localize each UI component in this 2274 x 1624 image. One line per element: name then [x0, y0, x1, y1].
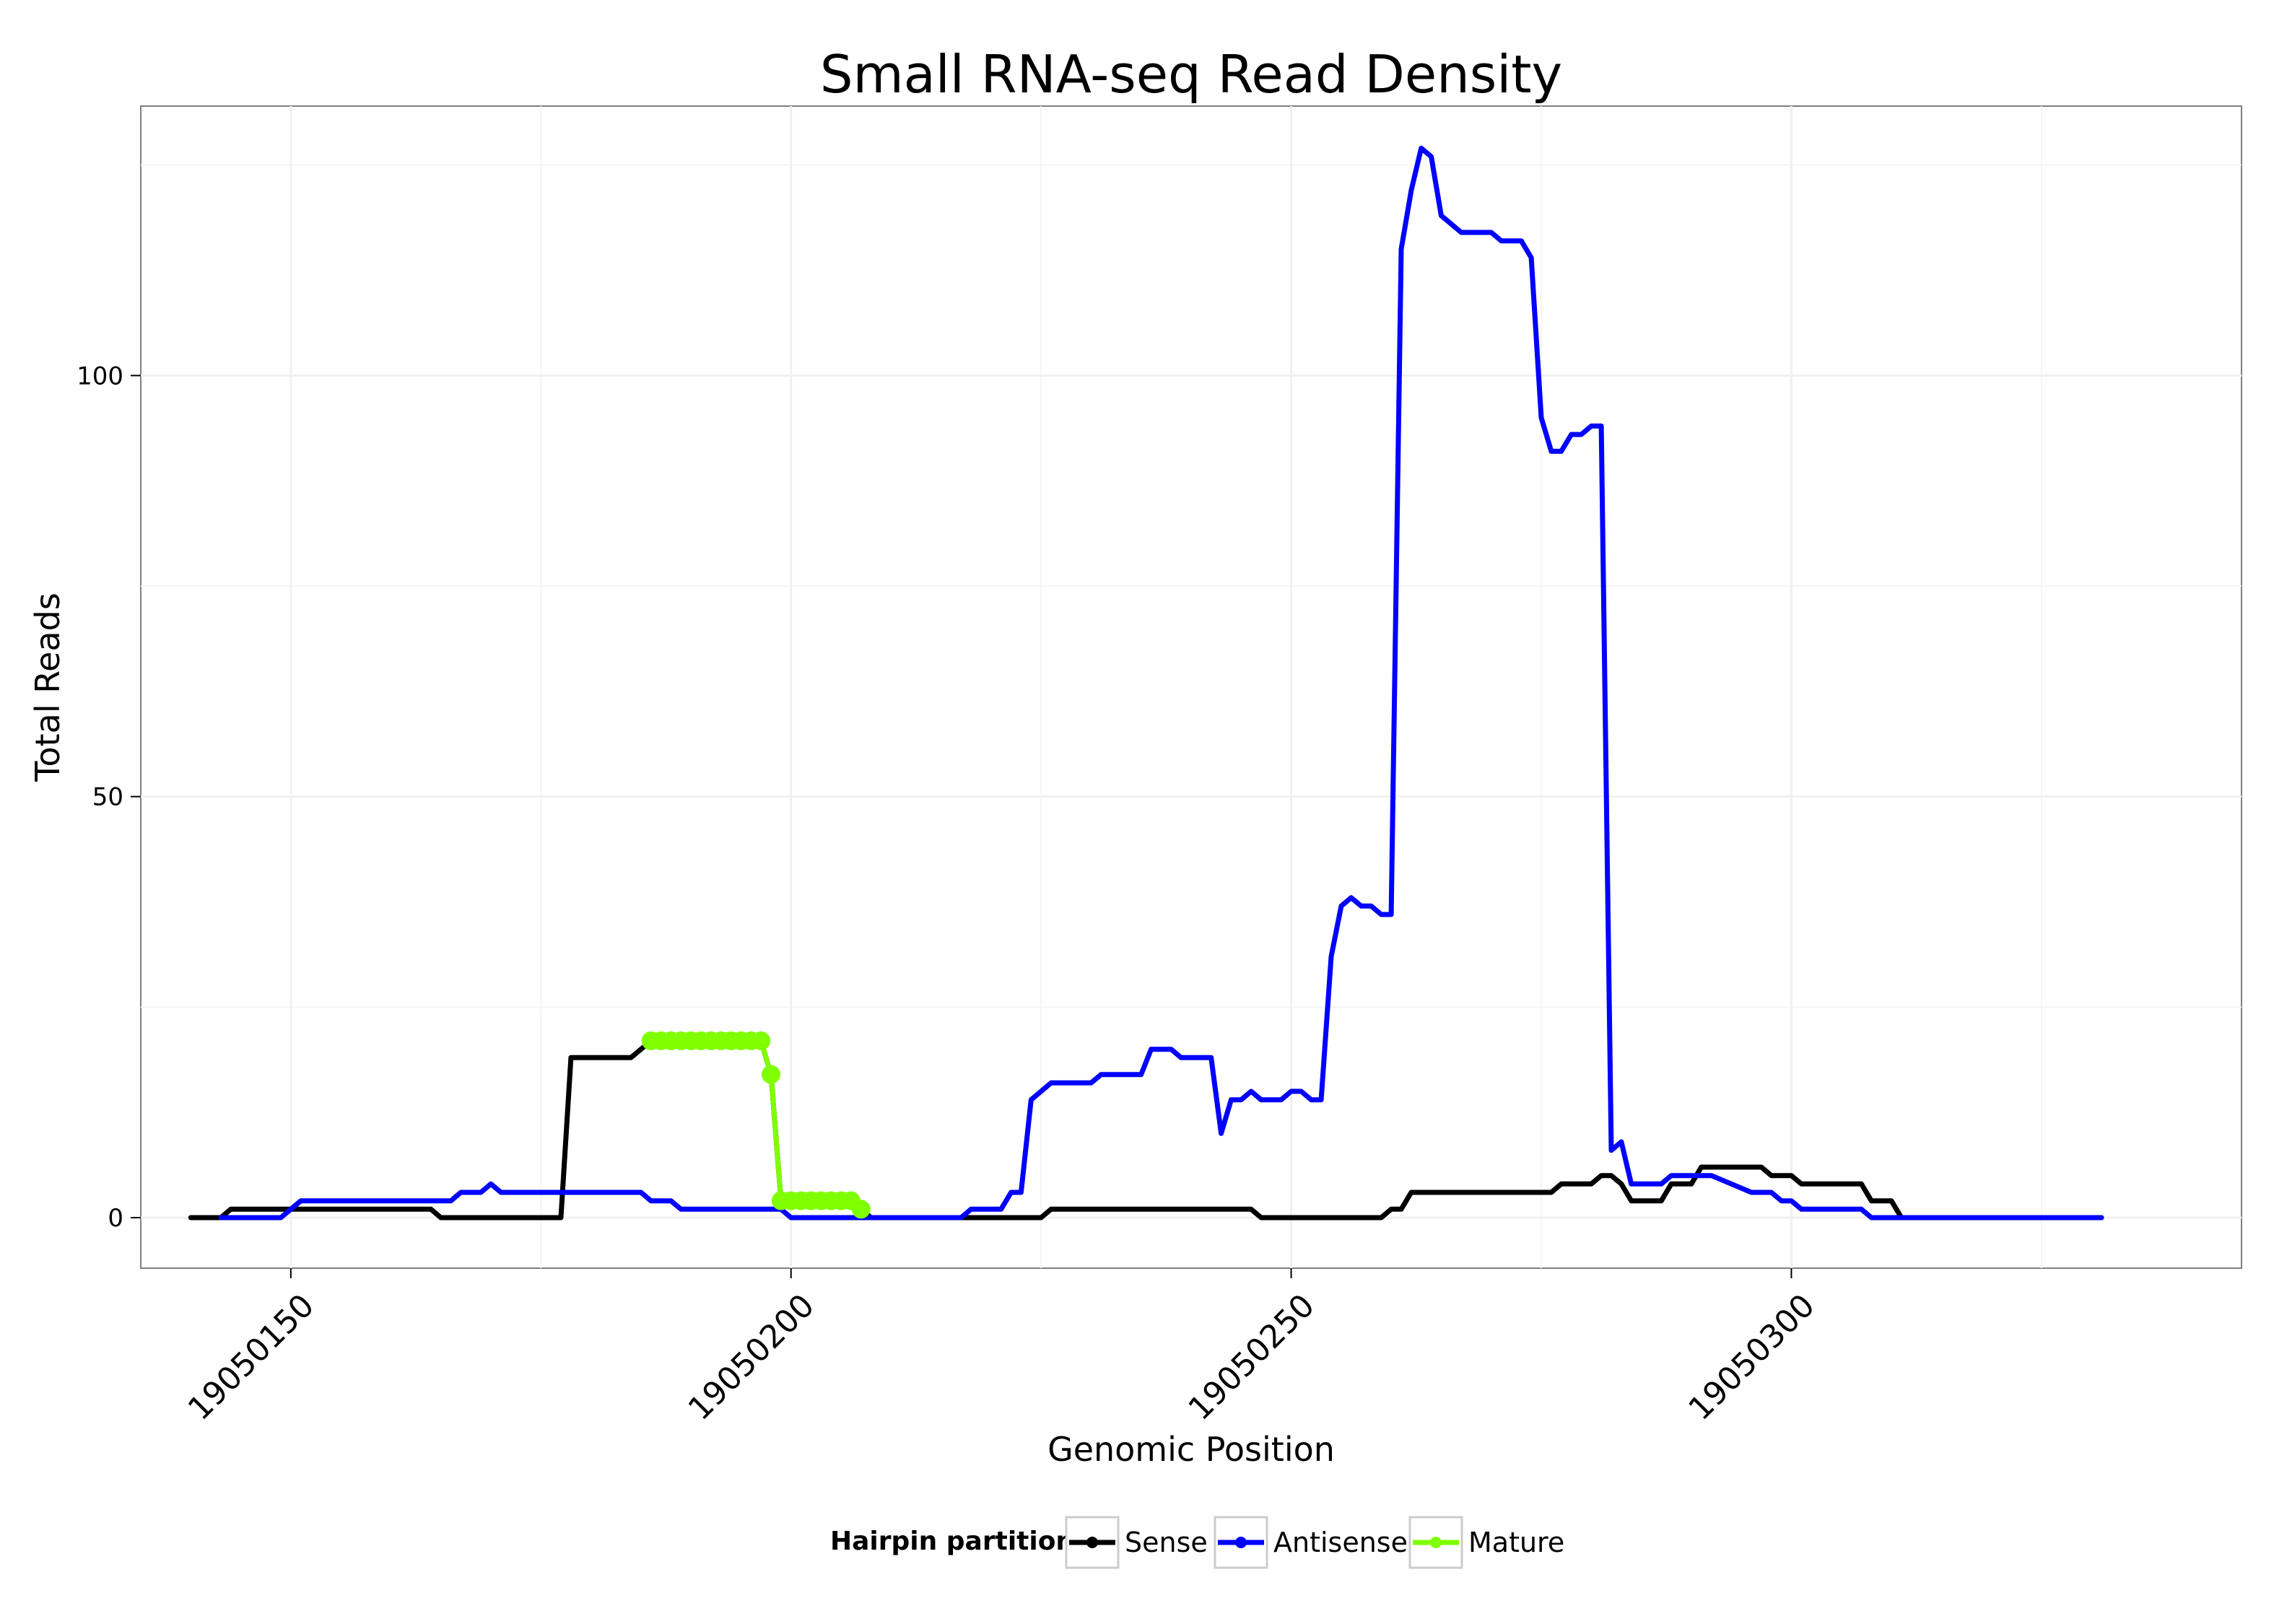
series-line-antisense: [218, 145, 2104, 1221]
mature-points: [641, 1031, 871, 1219]
legend-dot-sense: [1086, 1537, 1098, 1548]
y-tick-label: 50: [92, 783, 123, 812]
mature-point: [851, 1200, 871, 1219]
legend-label-antisense: Antisense: [1273, 1527, 1408, 1558]
y-tick-label: 0: [108, 1204, 123, 1233]
legend-item-antisense: Antisense: [1214, 1516, 1408, 1569]
plot-panel: [140, 105, 2242, 1269]
series-line-sense: [188, 1038, 2104, 1221]
x-tick-label: 19050150: [181, 1287, 321, 1427]
chart-title: Small RNA-seq Read Density: [820, 44, 1562, 105]
legend-dot-mature: [1430, 1537, 1442, 1548]
x-tick-label: 19050300: [1681, 1287, 1821, 1427]
x-axis-title: Genomic Position: [1047, 1430, 1335, 1469]
legend-dot-antisense: [1235, 1537, 1247, 1548]
legend-label-sense: Sense: [1125, 1527, 1208, 1558]
legend-label-mature: Mature: [1468, 1527, 1564, 1558]
x-tick-label: 19050250: [1182, 1287, 1322, 1427]
y-axis-title: Total Reads: [28, 593, 67, 782]
legend-item-sense: Sense: [1065, 1516, 1208, 1569]
legend-title: Hairpin partition: [830, 1527, 1074, 1556]
y-tick-label: 100: [77, 362, 123, 390]
x-tick-label: 19050200: [681, 1287, 822, 1427]
legend: Hairpin partition Sense Antisense Mature: [830, 1516, 1564, 1569]
mature-point: [762, 1065, 780, 1084]
y-axis: 0 50 100: [77, 362, 141, 1233]
mature-point: [752, 1031, 771, 1050]
legend-item-mature: Mature: [1408, 1516, 1564, 1569]
x-axis: 19050150 19050200 19050250 19050300: [181, 1268, 1822, 1428]
